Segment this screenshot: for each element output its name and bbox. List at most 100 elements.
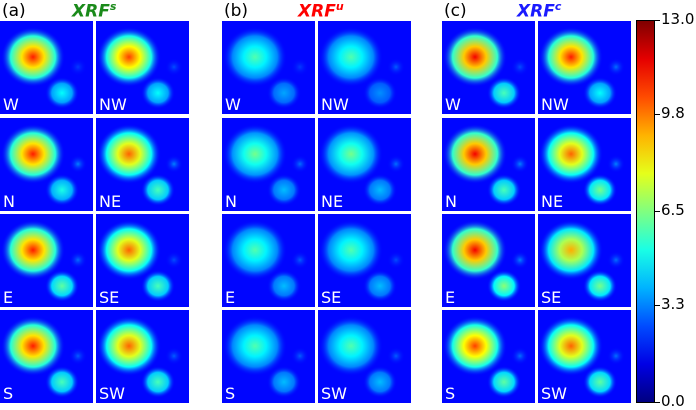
colorbar-tick-label: 6.5 xyxy=(661,201,685,219)
heatmap-tiny-blob xyxy=(387,155,405,173)
heatmap-tile: S xyxy=(0,310,93,403)
tile-label: N xyxy=(225,192,237,211)
panel-title: XRFc xyxy=(517,0,561,22)
tile-label: SW xyxy=(321,384,347,403)
heatmap-image xyxy=(538,310,631,403)
heatmap-large-blob xyxy=(319,316,383,376)
tile-label: E xyxy=(445,288,456,307)
heatmap-small-blob xyxy=(45,174,79,206)
heatmap-image xyxy=(96,214,189,307)
heatmap-large-blob xyxy=(443,27,507,87)
heatmap-tile: N xyxy=(222,118,315,211)
heatmap-small-blob xyxy=(487,270,521,302)
heatmap-tiny-blob xyxy=(291,347,309,365)
tile-label: W xyxy=(445,95,461,114)
heatmap-small-blob xyxy=(583,366,617,398)
heatmap-tiny-blob xyxy=(291,251,309,269)
heatmap-tile: SW xyxy=(538,310,631,403)
heatmap-large-blob xyxy=(97,220,161,280)
tile-label: S xyxy=(3,384,14,403)
tile-label: SE xyxy=(541,288,562,307)
heatmap-image xyxy=(96,21,189,114)
heatmap-small-blob xyxy=(363,77,397,109)
heatmap-tiny-blob xyxy=(291,58,309,76)
heatmap-large-blob xyxy=(1,27,65,87)
heatmap-large-blob xyxy=(319,220,383,280)
heatmap-image xyxy=(538,118,631,211)
heatmap-tile: NE xyxy=(318,118,411,211)
heatmap-large-blob xyxy=(1,124,65,184)
panel-title-text: XRF xyxy=(72,1,110,22)
heatmap-tiny-blob xyxy=(387,251,405,269)
heatmap-image xyxy=(442,118,535,211)
heatmap-tile: W xyxy=(442,21,535,114)
heatmap-small-blob xyxy=(267,77,301,109)
heatmap-tiny-blob xyxy=(511,58,529,76)
colorbar-tick xyxy=(655,114,660,116)
heatmap-small-blob xyxy=(583,174,617,206)
heatmap-tiny-blob xyxy=(607,347,625,365)
heatmap-small-blob xyxy=(141,270,175,302)
colorbar-tick-label: 3.3 xyxy=(661,295,685,314)
heatmap-large-blob xyxy=(1,220,65,280)
panel-label: (a) xyxy=(2,1,26,21)
heatmap-large-blob xyxy=(1,316,65,376)
tile-label: W xyxy=(225,95,241,114)
heatmap-tiny-blob xyxy=(165,58,183,76)
colorbar-tick-label: 13.0 xyxy=(661,10,695,28)
colorbar-tick xyxy=(655,211,660,212)
heatmap-small-blob xyxy=(267,174,301,206)
colorbar-tick xyxy=(655,402,660,403)
heatmap-image xyxy=(318,118,411,211)
heatmap-image xyxy=(0,214,93,307)
heatmap-tile: E xyxy=(222,214,315,307)
heatmap-tile: NW xyxy=(96,21,189,114)
colorbar-tick-label: 9.8 xyxy=(661,104,685,123)
heatmap-small-blob xyxy=(141,77,175,109)
heatmap-tile: S xyxy=(442,310,535,403)
heatmap-large-blob xyxy=(223,124,287,184)
heatmap-tiny-blob xyxy=(607,58,625,76)
heatmap-tile: NE xyxy=(538,118,631,211)
tile-label: NW xyxy=(99,95,127,114)
heatmap-tile: W xyxy=(0,21,93,114)
heatmap-image xyxy=(442,21,535,114)
heatmap-tile: SW xyxy=(318,310,411,403)
heatmap-large-blob xyxy=(319,27,383,87)
heatmap-image xyxy=(0,118,93,211)
heatmap-tiny-blob xyxy=(69,155,87,173)
tile-label: NW xyxy=(541,95,569,114)
panel-title-superscript: s xyxy=(109,0,117,13)
heatmap-large-blob xyxy=(539,220,603,280)
heatmap-tiny-blob xyxy=(511,155,529,173)
panel-label: (c) xyxy=(444,1,467,21)
heatmap-image xyxy=(442,310,535,403)
heatmap-image xyxy=(222,21,315,114)
tile-label: N xyxy=(3,192,15,211)
heatmap-tiny-blob xyxy=(607,155,625,173)
heatmap-image xyxy=(318,21,411,114)
heatmap-tile: W xyxy=(222,21,315,114)
heatmap-small-blob xyxy=(267,366,301,398)
tile-label: NE xyxy=(321,192,344,211)
heatmap-image xyxy=(222,310,315,403)
tile-label: S xyxy=(225,384,236,403)
heatmap-tiny-blob xyxy=(165,347,183,365)
heatmap-image xyxy=(538,214,631,307)
heatmap-small-blob xyxy=(487,366,521,398)
colorbar-tick xyxy=(655,20,660,21)
panel-title: XRFs xyxy=(72,0,116,22)
heatmap-large-blob xyxy=(97,27,161,87)
heatmap-small-blob xyxy=(267,270,301,302)
colorbar-tick-label: 0.0 xyxy=(661,392,685,410)
panel-title-text: XRF xyxy=(298,1,336,22)
heatmap-large-blob xyxy=(539,316,603,376)
tile-label: SW xyxy=(99,384,125,403)
heatmap-tiny-blob xyxy=(511,347,529,365)
tile-label: NW xyxy=(321,95,349,114)
heatmap-tiny-blob xyxy=(69,347,87,365)
heatmap-small-blob xyxy=(363,366,397,398)
heatmap-image xyxy=(96,118,189,211)
heatmap-large-blob xyxy=(223,316,287,376)
panel-title-superscript: c xyxy=(554,0,562,13)
